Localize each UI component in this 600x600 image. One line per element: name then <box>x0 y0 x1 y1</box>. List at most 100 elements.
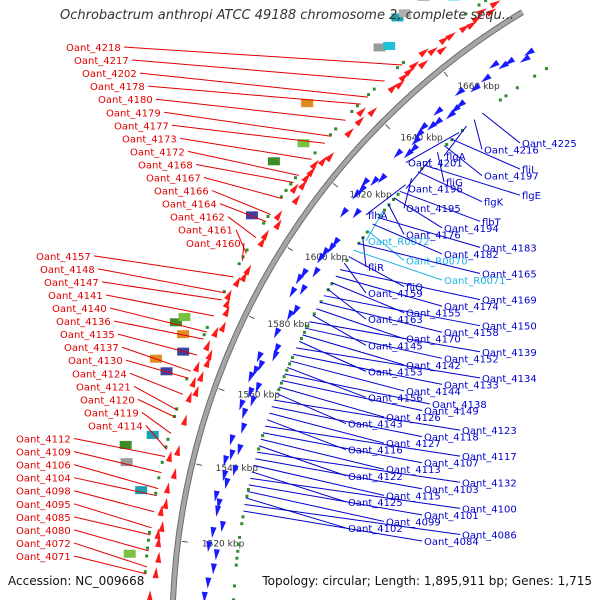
reverse-gene-arrow <box>433 106 444 116</box>
feature-box <box>119 440 132 449</box>
forward-gene-arrow <box>301 172 311 184</box>
forward-gene-arrow <box>408 61 420 71</box>
left-gene-label: Oant_4167 <box>146 174 201 185</box>
left-leader-line <box>137 398 176 418</box>
forward-gene-arrow <box>438 36 450 46</box>
right-gene-label: Oant_4144 <box>406 387 461 398</box>
accession-text: Accession: NC_009668 <box>8 574 145 588</box>
forward-gene-arrow <box>203 356 211 369</box>
right-leader-line <box>365 184 406 216</box>
forward-gene-arrow <box>203 340 211 352</box>
right-gene-label: Oant_4183 <box>482 243 537 254</box>
reverse-gene-arrow <box>321 246 331 258</box>
left-gene-label: Oant_4080 <box>16 526 71 537</box>
left-leader-line <box>113 320 204 340</box>
left-gene-label: Oant_4121 <box>76 382 131 393</box>
feature-dot <box>279 381 283 385</box>
feature-box <box>135 486 148 495</box>
feature-box <box>383 41 396 50</box>
right-leader-line <box>362 236 367 268</box>
feature-dot <box>330 282 334 286</box>
reverse-gene-arrow <box>312 266 321 278</box>
right-leader-line <box>367 230 405 261</box>
feature-dot <box>288 362 292 366</box>
feature-dot <box>154 491 158 495</box>
right-leader-line <box>417 171 483 203</box>
reverse-gene-arrow <box>216 498 223 510</box>
left-leader-line <box>101 281 222 301</box>
kbp-tick-mark <box>443 71 449 77</box>
right-leader-line <box>248 484 423 516</box>
kbp-tick-mark <box>218 388 225 392</box>
reverse-gene-arrow <box>357 184 367 195</box>
right-gene-label: Oant_4195 <box>406 204 461 215</box>
feature-dot <box>290 355 294 359</box>
feature-dot <box>293 176 297 180</box>
feature-dot <box>279 195 283 199</box>
right-gene-label: Oant_4133 <box>444 380 499 391</box>
feature-box <box>245 211 258 220</box>
right-gene-label: Oant_4149 <box>424 407 479 418</box>
right-leader-line <box>258 445 347 477</box>
right-leader-line <box>365 210 384 242</box>
forward-gene-arrow <box>185 391 192 403</box>
reverse-gene-arrow <box>220 520 227 533</box>
reverse-gene-arrow <box>253 365 260 377</box>
forward-gene-arrow <box>243 264 252 276</box>
right-leader-line <box>296 347 481 379</box>
reverse-gene-arrow <box>214 490 220 502</box>
feature-dot <box>160 460 164 464</box>
left-leader-line <box>203 177 283 199</box>
feature-dot <box>236 549 240 553</box>
right-leader-line <box>451 138 521 170</box>
kbp-tick-mark <box>385 124 391 130</box>
right-gene-label: Oant_R0071 <box>444 276 506 287</box>
right-gene-label: Oant_4153 <box>368 367 423 378</box>
reverse-gene-arrow <box>242 407 249 419</box>
left-leader-line <box>235 229 247 254</box>
reverse-gene-arrow <box>455 99 467 109</box>
right-leader-line <box>372 223 443 255</box>
feature-dot <box>222 290 226 294</box>
right-leader-line <box>281 380 423 411</box>
forward-gene-arrow <box>257 236 266 248</box>
right-leader-line <box>264 425 461 457</box>
right-leader-line <box>331 282 405 314</box>
left-gene-label: Oant_4085 <box>16 513 71 524</box>
right-leader-line <box>255 458 423 490</box>
right-leader-line <box>245 497 347 529</box>
left-leader-line <box>121 346 192 372</box>
left-gene-label: Oant_4141 <box>48 291 103 302</box>
forward-gene-arrow <box>418 48 429 58</box>
forward-gene-arrow <box>466 21 477 30</box>
reverse-gene-arrow <box>210 526 217 539</box>
feature-dot <box>157 476 161 480</box>
right-gene-label: Oant_4118 <box>424 433 479 444</box>
right-leader-line <box>323 295 481 327</box>
feature-dot <box>277 388 281 392</box>
reverse-gene-arrow <box>454 86 466 97</box>
right-leader-line <box>260 438 385 470</box>
feature-dot <box>345 258 349 262</box>
reverse-gene-arrow <box>299 284 308 296</box>
forward-gene-arrow <box>224 289 232 301</box>
feature-box <box>123 549 136 558</box>
left-gene-label: Oant_4135 <box>60 330 115 341</box>
right-leader-line <box>293 353 443 385</box>
feature-box <box>267 157 280 166</box>
left-gene-label: Oant_4095 <box>16 500 71 511</box>
right-gene-label: flgE <box>522 191 541 202</box>
forward-gene-arrow <box>218 321 226 333</box>
reverse-gene-arrow <box>352 207 362 219</box>
feature-dot <box>334 127 338 131</box>
feature-dot <box>164 445 168 449</box>
kbp-tick-label: 1560 kbp <box>238 391 281 401</box>
feature-dot <box>498 98 502 102</box>
right-gene-label: Oant_4156 <box>368 393 423 404</box>
forward-gene-arrow <box>152 567 159 579</box>
right-gene-label: flgK <box>484 198 504 209</box>
right-leader-line <box>343 262 367 294</box>
right-leader-line <box>250 477 461 509</box>
forward-gene-arrow <box>387 83 398 94</box>
